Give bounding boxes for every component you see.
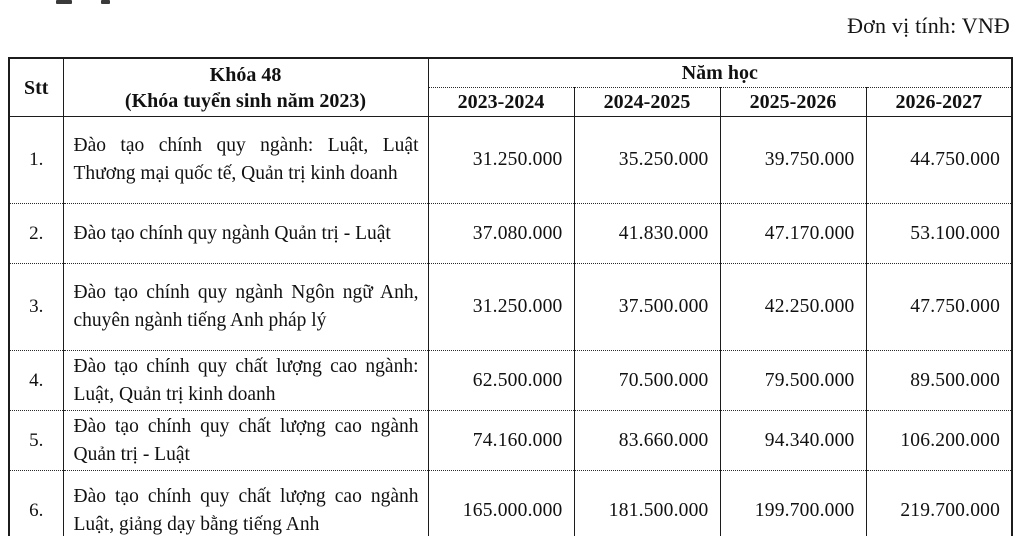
program-name: Đào tạo chính quy ngành Ngôn ngữ Anh, ch…	[62, 263, 429, 351]
cropped-text-fragment	[101, 0, 110, 4]
fee-2026-2027: 53.100.000	[865, 203, 1013, 264]
fee-2026-2027: 89.500.000	[865, 350, 1013, 411]
row-index: 4.	[8, 350, 64, 411]
table-row: 4. Đào tạo chính quy chất lượng cao ngàn…	[8, 350, 1013, 411]
header-cohort-line2: (Khóa tuyển sinh năm 2023)	[124, 89, 367, 112]
header-stt: Stt	[8, 58, 64, 117]
header-cohort-line1: Khóa 48	[209, 63, 282, 86]
fee-2023-2024: 31.250.000	[427, 116, 575, 204]
table-row: 3. Đào tạo chính quy ngành Ngôn ngữ Anh,…	[8, 263, 1013, 351]
tuition-fee-table: Stt Khóa 48 (Khóa tuyển sinh năm 2023) N…	[8, 57, 1014, 536]
fee-2024-2025: 37.500.000	[573, 263, 721, 351]
fee-2026-2027: 106.200.000	[865, 410, 1013, 471]
fee-2023-2024: 74.160.000	[427, 410, 575, 471]
fee-2024-2025: 70.500.000	[573, 350, 721, 411]
table-header: Stt Khóa 48 (Khóa tuyển sinh năm 2023) N…	[8, 58, 1013, 117]
unit-label: Đơn vị tính: VNĐ	[847, 13, 1010, 38]
row-index: 3.	[8, 263, 64, 351]
program-name: Đào tạo chính quy chất lượng cao ngành: …	[62, 350, 429, 411]
header-year-2024-2025: 2024-2025	[573, 87, 721, 117]
table-row: 5. Đào tạo chính quy chất lượng cao ngàn…	[8, 410, 1013, 471]
header-year-2023-2024: 2023-2024	[427, 87, 575, 117]
fee-2025-2026: 94.340.000	[719, 410, 867, 471]
fee-2025-2026: 39.750.000	[719, 116, 867, 204]
fee-2024-2025: 35.250.000	[573, 116, 721, 204]
row-index: 2.	[8, 203, 64, 264]
program-name: Đào tạo chính quy ngành: Luật, Luật Thươ…	[62, 116, 429, 204]
fee-2026-2027: 44.750.000	[865, 116, 1013, 204]
fee-2025-2026: 47.170.000	[719, 203, 867, 264]
fee-2025-2026: 79.500.000	[719, 350, 867, 411]
fee-2024-2025: 83.660.000	[573, 410, 721, 471]
fee-2023-2024: 165.000.000	[427, 470, 575, 536]
fee-2026-2027: 47.750.000	[865, 263, 1013, 351]
fee-2023-2024: 62.500.000	[427, 350, 575, 411]
cropped-text-fragment	[56, 0, 72, 4]
row-index: 1.	[8, 116, 64, 204]
header-year-2026-2027: 2026-2027	[865, 87, 1013, 117]
program-name: Đào tạo chính quy chất lượng cao ngành L…	[62, 470, 429, 536]
header-year-group: Năm học	[427, 58, 1013, 88]
table-row: 2. Đào tạo chính quy ngành Quản trị - Lu…	[8, 203, 1013, 264]
table-row: 1. Đào tạo chính quy ngành: Luật, Luật T…	[8, 116, 1013, 204]
program-name: Đào tạo chính quy chất lượng cao ngành Q…	[62, 410, 429, 471]
fee-2026-2027: 219.700.000	[865, 470, 1013, 536]
fee-2024-2025: 41.830.000	[573, 203, 721, 264]
fee-2023-2024: 31.250.000	[427, 263, 575, 351]
table-body: 1. Đào tạo chính quy ngành: Luật, Luật T…	[8, 116, 1013, 536]
program-name: Đào tạo chính quy ngành Quản trị - Luật	[62, 203, 429, 264]
header-cohort: Khóa 48 (Khóa tuyển sinh năm 2023)	[62, 58, 429, 117]
fee-2025-2026: 199.700.000	[719, 470, 867, 536]
row-index: 6.	[8, 470, 64, 536]
fee-2024-2025: 181.500.000	[573, 470, 721, 536]
fee-2025-2026: 42.250.000	[719, 263, 867, 351]
header-year-2025-2026: 2025-2026	[719, 87, 867, 117]
table-row: 6. Đào tạo chính quy chất lượng cao ngàn…	[8, 470, 1013, 536]
fee-2023-2024: 37.080.000	[427, 203, 575, 264]
row-index: 5.	[8, 410, 64, 471]
